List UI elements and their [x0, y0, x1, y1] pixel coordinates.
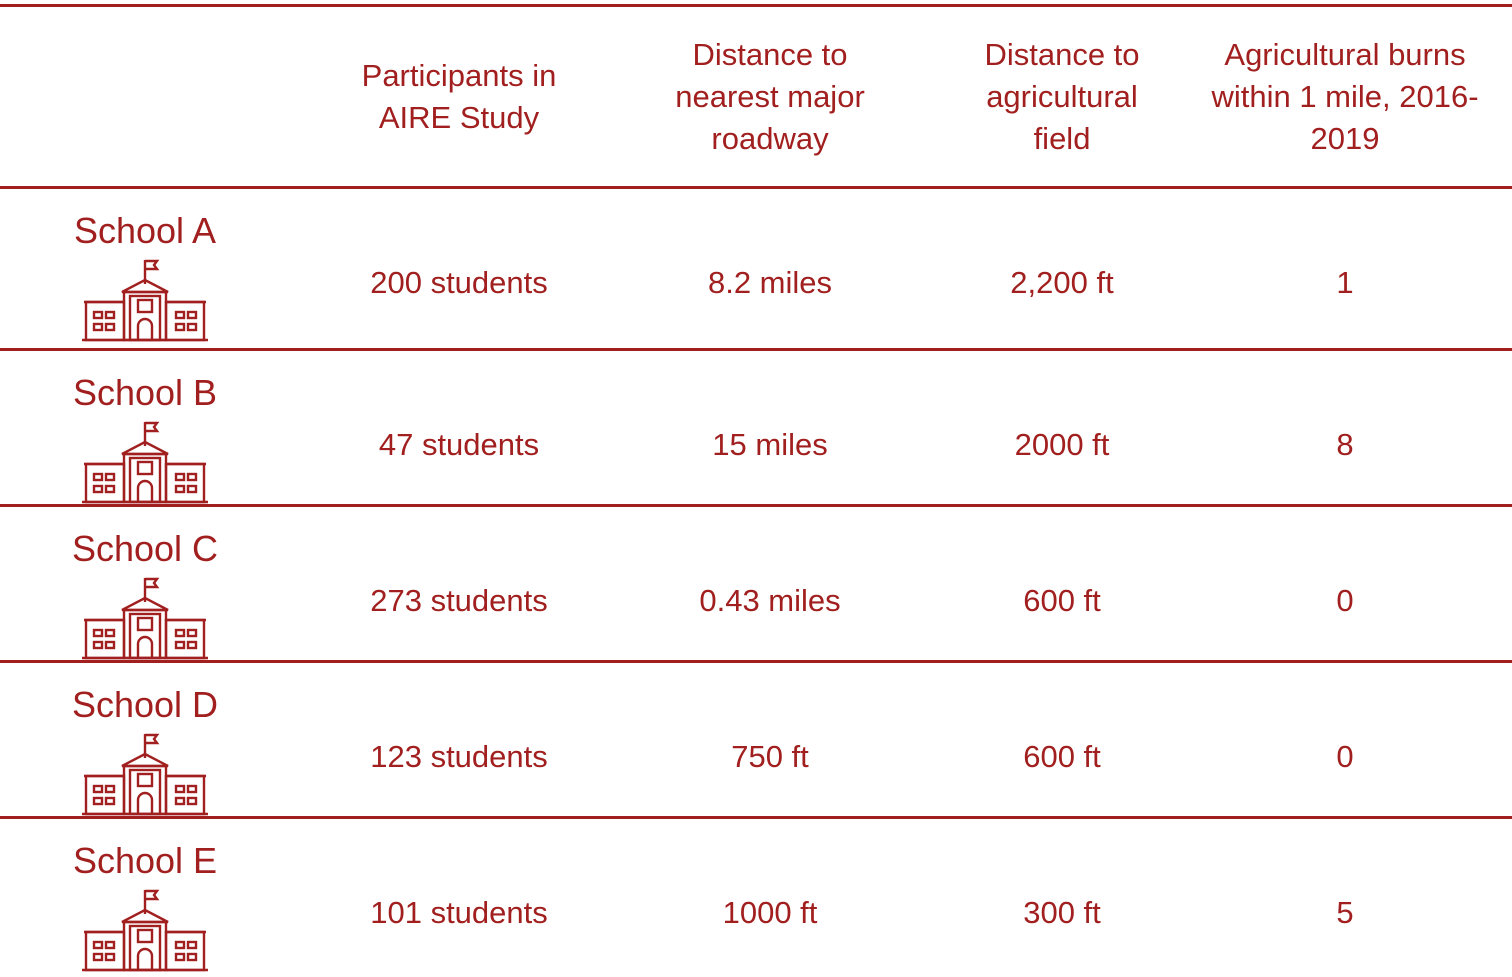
- table-cell: 47 students: [378, 427, 540, 463]
- school-icon: [80, 732, 210, 816]
- school-icon: [80, 420, 210, 504]
- table-cell: 0: [1336, 583, 1354, 619]
- school-icon-graphic: [82, 259, 208, 342]
- rule: [0, 816, 1512, 819]
- table-cell: 8: [1336, 427, 1354, 463]
- column-header: Agricultural burns within 1 mile, 2016-2…: [1211, 37, 1479, 156]
- column-header: Distance to nearest major roadway: [675, 37, 865, 156]
- school-icon-graphic: [82, 733, 208, 816]
- column-header: Distance to agricultural field: [984, 37, 1140, 156]
- table-cell: 600 ft: [1023, 583, 1101, 619]
- table-cell: 600 ft: [1023, 739, 1101, 775]
- school-name: School C: [71, 528, 219, 569]
- table-cell: 2000 ft: [1014, 427, 1110, 463]
- school-icon-graphic: [82, 577, 208, 660]
- school-icon: [80, 888, 210, 972]
- rule: [0, 504, 1512, 507]
- table-cell: 123 students: [370, 739, 548, 775]
- school-icon: [80, 576, 210, 660]
- table-cell: 750 ft: [731, 739, 809, 775]
- table-cell: 300 ft: [1023, 895, 1101, 931]
- rule: [0, 348, 1512, 351]
- table-cell: 0.43 miles: [699, 583, 841, 619]
- table-cell: 15 miles: [712, 427, 828, 463]
- school-icon: [80, 258, 210, 342]
- table-cell: 2,200 ft: [1010, 265, 1114, 301]
- table-cell: 1000 ft: [722, 895, 818, 931]
- school-icon-graphic: [82, 421, 208, 504]
- table-cell: 101 students: [370, 895, 548, 931]
- school-name: School B: [72, 372, 218, 413]
- table-cell: 0: [1336, 739, 1354, 775]
- table-cell: 273 students: [370, 583, 548, 619]
- table-cell: 1: [1336, 265, 1354, 301]
- rule: [0, 660, 1512, 663]
- table-cell: 8.2 miles: [707, 265, 833, 301]
- rule: [0, 186, 1512, 189]
- column-header: Participants in AIRE Study: [361, 58, 557, 135]
- school-icon-graphic: [82, 889, 208, 972]
- school-name: School D: [71, 684, 219, 725]
- table-cell: 200 students: [370, 265, 548, 301]
- school-name: School E: [72, 840, 218, 881]
- rule: [0, 4, 1512, 7]
- school-name: School A: [73, 210, 217, 251]
- table-cell: 5: [1336, 895, 1354, 931]
